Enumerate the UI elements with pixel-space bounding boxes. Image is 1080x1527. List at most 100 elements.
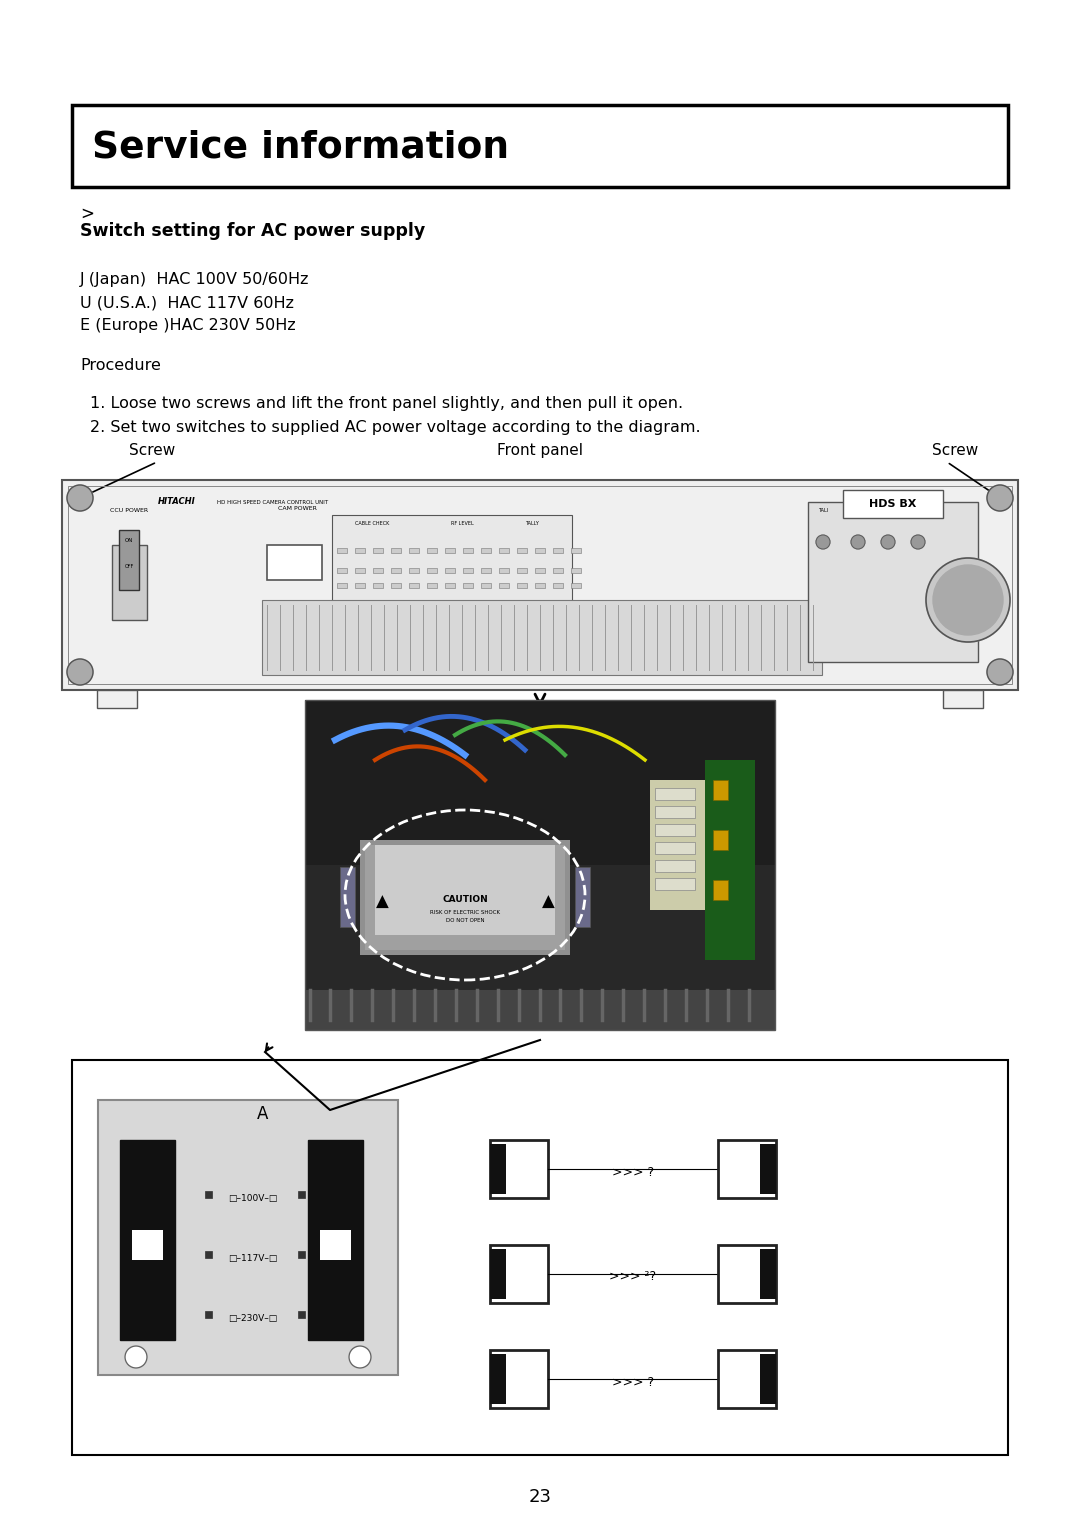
Text: □–230V–□: □–230V–□ [228, 1315, 278, 1322]
Bar [760, 1144, 777, 1194]
Bar [132, 1231, 163, 1260]
Text: Service information: Service information [92, 130, 509, 166]
Text: HITACHI: HITACHI [158, 496, 195, 505]
Bar [112, 545, 147, 620]
Text: CAM POWER: CAM POWER [278, 505, 316, 512]
Bar [355, 548, 365, 553]
Bar [713, 831, 728, 851]
Bar [760, 1249, 777, 1299]
Text: E (Europe )HAC 230V 50Hz: E (Europe )HAC 230V 50Hz [80, 318, 296, 333]
Bar [499, 548, 509, 553]
Bar [409, 548, 419, 553]
Bar [373, 548, 383, 553]
Bar [654, 806, 696, 818]
Text: □–117V–□: □–117V–□ [228, 1254, 278, 1263]
Bar [298, 1191, 305, 1199]
Bar [535, 568, 545, 573]
Circle shape [987, 486, 1013, 512]
Bar [360, 840, 570, 954]
Bar [553, 568, 563, 573]
Bar [120, 1141, 175, 1341]
Text: TALLY: TALLY [525, 521, 539, 525]
Circle shape [67, 486, 93, 512]
Text: 2. Set two switches to supplied AC power voltage according to the diagram.: 2. Set two switches to supplied AC power… [90, 420, 701, 435]
Bar [308, 1141, 363, 1341]
Bar [517, 568, 527, 573]
Circle shape [125, 1345, 147, 1368]
Text: Screw: Screw [129, 443, 175, 458]
Bar [97, 690, 137, 709]
Text: >>> ?: >>> ? [612, 1165, 654, 1179]
Bar [62, 479, 1018, 690]
Bar [262, 600, 822, 675]
Text: ▲: ▲ [542, 893, 554, 912]
Bar [337, 568, 347, 573]
Text: ON: ON [125, 538, 133, 544]
Circle shape [881, 534, 895, 550]
Bar [332, 515, 572, 605]
Bar [337, 583, 347, 588]
Bar [205, 1251, 212, 1258]
Circle shape [349, 1345, 372, 1368]
Text: U (U.S.A.)  HAC 117V 60Hz: U (U.S.A.) HAC 117V 60Hz [80, 295, 294, 310]
Text: OFF: OFF [124, 563, 134, 570]
Bar [490, 1354, 507, 1403]
Text: >: > [80, 205, 94, 223]
Bar [98, 1099, 399, 1374]
Bar [267, 545, 322, 580]
Bar [337, 548, 347, 553]
Text: Procedure: Procedure [80, 357, 161, 373]
Bar [654, 788, 696, 800]
Circle shape [933, 565, 1003, 635]
Bar [517, 583, 527, 588]
Bar [650, 780, 705, 910]
Bar [535, 548, 545, 553]
Text: TALI: TALI [818, 508, 828, 513]
Bar [340, 867, 355, 927]
Bar [499, 568, 509, 573]
Bar [705, 760, 755, 960]
Bar [713, 780, 728, 800]
Text: HDS BX: HDS BX [869, 499, 917, 508]
Text: □–100V–□: □–100V–□ [228, 1194, 278, 1203]
Bar [463, 583, 473, 588]
Circle shape [816, 534, 831, 550]
Bar [517, 548, 527, 553]
Bar [409, 583, 419, 588]
Text: CAUTION: CAUTION [442, 895, 488, 904]
Bar [355, 583, 365, 588]
Bar [654, 841, 696, 854]
Bar [320, 1231, 351, 1260]
Bar [205, 1191, 212, 1199]
Bar [365, 844, 565, 950]
Bar [654, 860, 696, 872]
Text: RF LEVEL: RF LEVEL [450, 521, 473, 525]
Bar [445, 548, 455, 553]
Bar [72, 105, 1008, 186]
Bar [391, 583, 401, 588]
Bar [427, 568, 437, 573]
Text: 1. Loose two screws and lift the front panel slightly, and then pull it open.: 1. Loose two screws and lift the front p… [90, 395, 684, 411]
Bar [373, 568, 383, 573]
Bar [391, 548, 401, 553]
Text: DO NOT OPEN: DO NOT OPEN [446, 919, 484, 924]
Text: CABLE CHECK: CABLE CHECK [355, 521, 389, 525]
Bar [718, 1350, 777, 1408]
Circle shape [912, 534, 924, 550]
Text: >>> ?: >>> ? [612, 1376, 654, 1388]
Bar [481, 568, 491, 573]
Bar [943, 690, 983, 709]
Bar [490, 1350, 548, 1408]
Bar [205, 1312, 212, 1318]
Bar [375, 844, 555, 935]
Bar [427, 548, 437, 553]
Bar [575, 867, 590, 927]
Bar [481, 583, 491, 588]
Bar [490, 1144, 507, 1194]
Text: Front panel: Front panel [497, 443, 583, 458]
Text: J (Japan)  HAC 100V 50/60Hz: J (Japan) HAC 100V 50/60Hz [80, 272, 310, 287]
Bar [499, 583, 509, 588]
Bar [490, 1141, 548, 1199]
Text: RISK OF ELECTRIC SHOCK: RISK OF ELECTRIC SHOCK [430, 910, 500, 916]
Bar [843, 490, 943, 518]
